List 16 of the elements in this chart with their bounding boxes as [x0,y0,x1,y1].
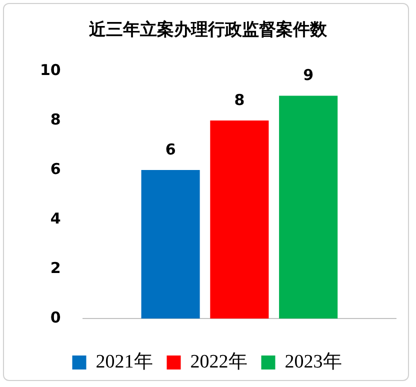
bar [279,96,338,319]
y-tick-label: 2 [50,258,61,277]
chart-title: 近三年立案办理行政监督案件数 [88,19,328,41]
y-tick-label: 6 [50,160,61,178]
data-label: 6 [165,140,176,158]
bar [210,120,269,319]
data-label: 9 [303,66,314,84]
y-tick-label: 0 [50,308,61,326]
y-tick-label: 10 [40,60,61,79]
legend-label: 2021年 [96,351,153,372]
y-tick-label: 4 [50,209,61,228]
legend-label: 2022年 [190,351,248,372]
bar [141,170,200,319]
data-label: 8 [234,90,245,109]
y-tick-label: 8 [50,110,61,128]
legend-label: 2023年 [284,351,342,372]
